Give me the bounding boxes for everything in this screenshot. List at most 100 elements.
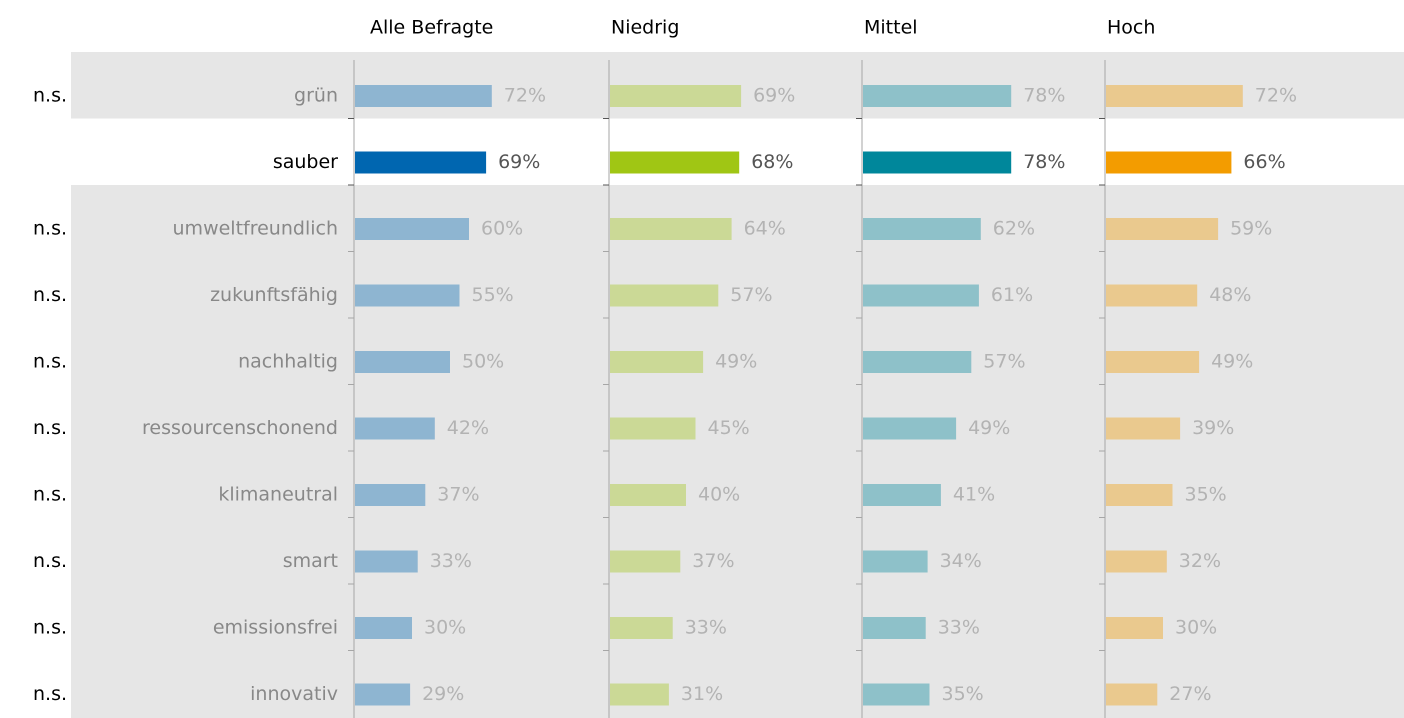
bar — [355, 85, 492, 107]
value-label: 30% — [424, 617, 466, 639]
value-label: 30% — [1175, 617, 1217, 639]
significance-label: n.s. — [33, 417, 67, 439]
bar — [1106, 85, 1243, 107]
bar — [1106, 683, 1158, 706]
category-label: smart — [283, 550, 338, 572]
value-label: 33% — [685, 617, 727, 639]
value-label: 69% — [753, 85, 795, 107]
value-label: 72% — [504, 85, 546, 107]
bar — [610, 417, 696, 440]
bar — [863, 151, 1012, 174]
value-label: 78% — [1023, 85, 1065, 107]
value-label: 78% — [1023, 151, 1065, 173]
significance-label: n.s. — [33, 284, 67, 306]
value-label: 48% — [1209, 284, 1251, 306]
bar — [355, 151, 487, 174]
value-label: 42% — [447, 417, 489, 439]
column-header: Alle Befragte — [370, 17, 493, 39]
bar — [355, 284, 460, 307]
value-label: 37% — [692, 550, 734, 572]
row-background — [71, 52, 1404, 119]
bar — [863, 85, 1012, 107]
significance-label: n.s. — [33, 550, 67, 572]
bar — [355, 484, 426, 506]
significance-label: n.s. — [33, 218, 67, 240]
significance-label: n.s. — [33, 484, 67, 506]
row-background — [71, 517, 1404, 584]
category-label: grün — [294, 85, 338, 107]
value-label: 61% — [991, 284, 1033, 306]
value-label: 33% — [430, 550, 472, 572]
bar — [610, 151, 740, 174]
value-label: 64% — [744, 218, 786, 240]
category-label: klimaneutral — [218, 484, 338, 506]
row-background — [71, 384, 1404, 451]
value-label: 35% — [1185, 484, 1227, 506]
column-header: Mittel — [864, 17, 918, 39]
category-label: ressourcenschonend — [142, 417, 338, 439]
category-label: zukunftsfähig — [210, 284, 338, 306]
bar — [1106, 484, 1173, 506]
bar — [610, 683, 669, 706]
value-label: 68% — [751, 151, 793, 173]
bar — [1106, 550, 1167, 573]
bar — [1106, 417, 1181, 440]
significance-label: n.s. — [33, 617, 67, 639]
bar — [610, 550, 681, 573]
bar — [610, 284, 719, 307]
bar — [863, 484, 941, 506]
value-label: 45% — [708, 417, 750, 439]
bar — [1106, 617, 1163, 639]
bar — [1106, 151, 1232, 174]
row-background — [71, 650, 1404, 718]
bar — [355, 683, 411, 706]
value-label: 57% — [983, 351, 1025, 373]
value-label: 72% — [1255, 85, 1297, 107]
row-background — [71, 584, 1404, 651]
value-label: 27% — [1169, 683, 1211, 705]
bar — [863, 351, 972, 373]
value-label: 34% — [940, 550, 982, 572]
bar — [1106, 351, 1200, 373]
value-label: 40% — [698, 484, 740, 506]
value-label: 39% — [1192, 417, 1234, 439]
value-label: 49% — [968, 417, 1010, 439]
significance-label: n.s. — [33, 85, 67, 107]
value-label: 41% — [953, 484, 995, 506]
row-background — [71, 185, 1404, 252]
value-label: 33% — [938, 617, 980, 639]
value-label: 50% — [462, 351, 504, 373]
row-background — [71, 251, 1404, 318]
value-label: 31% — [681, 683, 723, 705]
value-label: 62% — [993, 218, 1035, 240]
category-label: innovativ — [250, 683, 338, 705]
value-label: 29% — [422, 683, 464, 705]
significance-label: n.s. — [33, 351, 67, 373]
value-label: 55% — [472, 284, 514, 306]
bar — [1106, 218, 1219, 240]
row-background — [71, 318, 1404, 385]
significance-label: n.s. — [33, 683, 67, 705]
value-label: 66% — [1243, 151, 1285, 173]
row-background — [71, 451, 1404, 518]
bar — [355, 351, 450, 373]
bar — [863, 617, 926, 639]
value-label: 57% — [730, 284, 772, 306]
category-label: umweltfreundlich — [173, 218, 338, 240]
bar — [355, 550, 418, 573]
bar — [355, 617, 412, 639]
value-label: 69% — [498, 151, 540, 173]
bar — [610, 617, 673, 639]
column-header: Hoch — [1107, 17, 1155, 39]
bar — [863, 284, 979, 307]
category-label: emissionsfrei — [213, 617, 338, 639]
bar — [610, 484, 686, 506]
value-label: 32% — [1179, 550, 1221, 572]
value-label: 59% — [1230, 218, 1272, 240]
bar — [863, 218, 981, 240]
value-label: 60% — [481, 218, 523, 240]
bar — [1106, 284, 1198, 307]
column-header: Niedrig — [611, 17, 679, 39]
category-label: nachhaltig — [238, 351, 338, 373]
